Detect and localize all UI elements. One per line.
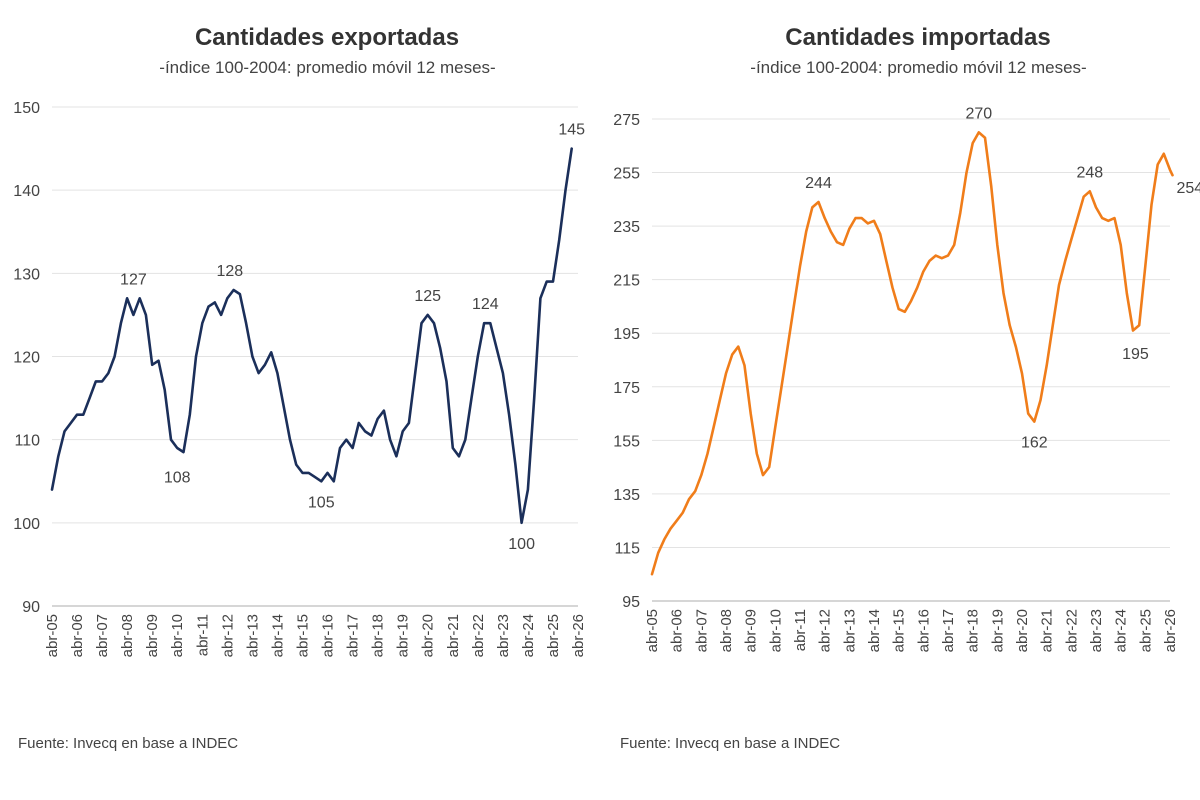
source-note: Fuente: Invecq en base a INDEC	[18, 735, 239, 752]
x-tick-label: abr-15	[294, 614, 311, 657]
x-tick-label: abr-13	[244, 614, 261, 657]
x-tick-label: abr-05	[44, 614, 61, 657]
x-tick-label: abr-13	[841, 609, 858, 652]
y-tick-label: 110	[14, 433, 40, 450]
x-tick-label: abr-26	[1162, 609, 1179, 652]
x-tick-label: abr-25	[1137, 609, 1154, 652]
y-tick-label: 90	[22, 599, 40, 616]
x-tick-label: abr-18	[965, 609, 982, 652]
x-tick-label: abr-16	[915, 609, 932, 652]
x-tick-label: abr-26	[570, 614, 587, 657]
y-tick-label: 175	[613, 380, 640, 397]
x-tick-label: abr-23	[495, 614, 512, 657]
data-label: 100	[508, 536, 535, 553]
series-line	[50, 147, 573, 525]
chart-panel-importadas: Cantidades importadas 95 115 135 155 175 195 21…	[600, 0, 1200, 800]
x-tick-label: abr-19	[989, 609, 1006, 652]
x-tick-label: abr-11	[194, 614, 211, 656]
data-label: 195	[1122, 346, 1149, 363]
x-tick-label: abr-10	[169, 614, 186, 657]
chart-title: Cantidades exportadas	[195, 24, 459, 51]
data-label: 128	[216, 263, 243, 280]
y-tick-label: 130	[13, 266, 40, 283]
x-tick-label: abr-22	[470, 614, 487, 657]
y-tick-label: 235	[613, 219, 640, 236]
chart-title: Cantidades importadas	[785, 24, 1050, 51]
chart-subtitle: -índice 100-2004: promedio móvil 12 mese…	[159, 58, 496, 77]
x-tick-label: abr-14	[866, 609, 883, 652]
y-tick-label: 115	[614, 540, 640, 557]
x-tick-label: abr-25	[545, 614, 562, 657]
y-tick-label: 255	[613, 166, 640, 183]
x-tick-label: abr-11	[792, 609, 809, 651]
data-label: 105	[308, 494, 335, 511]
x-tick-label: abr-09	[743, 609, 760, 652]
x-tick-label: abr-24	[520, 614, 537, 657]
y-tick-label: 120	[13, 350, 40, 367]
data-label: 124	[472, 296, 499, 313]
x-tick-label: abr-14	[269, 614, 286, 657]
y-tick-label: 100	[13, 516, 40, 533]
x-tick-label: abr-06	[69, 614, 86, 657]
x-tick-label: abr-08	[718, 609, 735, 652]
x-tick-label: abr-20	[420, 614, 437, 657]
x-tick-label: abr-19	[395, 614, 412, 657]
y-tick-label: 155	[613, 433, 640, 450]
data-label: 127	[120, 271, 147, 288]
y-tick-label: 195	[613, 326, 640, 343]
data-label: 108	[164, 469, 191, 486]
x-tick-label: abr-23	[1088, 609, 1105, 652]
y-tick-label: 275	[613, 112, 640, 129]
x-tick-label: abr-09	[144, 614, 161, 657]
y-tick-label: 140	[13, 183, 40, 200]
data-label: 125	[414, 288, 441, 305]
data-label: 244	[805, 175, 832, 192]
x-tick-label: abr-07	[94, 614, 111, 657]
x-tick-label: abr-12	[219, 614, 236, 657]
source-note: Fuente: Invecq en base a INDEC	[620, 735, 841, 752]
x-tick-label: abr-21	[1039, 609, 1056, 652]
y-tick-label: 150	[13, 100, 40, 117]
chart-importadas: Cantidades importadas 95 115 135 155 175 195 21…	[613, 24, 1200, 652]
y-tick-label: 135	[613, 487, 640, 504]
x-tick-label: abr-17	[345, 614, 362, 657]
data-label: 162	[1021, 435, 1048, 452]
x-tick-label: abr-10	[767, 609, 784, 652]
x-tick-label: abr-22	[1063, 609, 1080, 652]
y-tick-label: 95	[622, 594, 640, 611]
data-label: 248	[1076, 164, 1103, 181]
x-tick-label: abr-20	[1014, 609, 1031, 652]
x-tick-label: abr-05	[644, 609, 661, 652]
x-tick-label: abr-08	[119, 614, 136, 657]
x-tick-label: abr-07	[693, 609, 710, 652]
series-line	[650, 131, 1174, 576]
data-label: 270	[965, 105, 992, 122]
x-tick-label: abr-15	[891, 609, 908, 652]
chart-panel-exportadas: Cantidades exportadas 90 100 110 120 130 140 15…	[13, 24, 587, 752]
x-tick-label: abr-21	[445, 614, 462, 657]
data-label: 145	[558, 122, 585, 139]
data-label: 254	[1176, 180, 1200, 197]
x-tick-label: abr-18	[370, 614, 387, 657]
y-tick-label: 215	[613, 273, 640, 290]
chart-exportadas: Cantidades exportadas 90 100 110 120 130 140 15…	[13, 24, 587, 657]
x-tick-label: abr-06	[669, 609, 686, 652]
x-tick-label: abr-17	[940, 609, 957, 652]
x-tick-label: abr-12	[817, 609, 834, 652]
x-tick-label: abr-16	[320, 614, 337, 657]
x-tick-label: abr-24	[1113, 609, 1130, 652]
chart-subtitle: -índice 100-2004: promedio móvil 12 mese…	[750, 58, 1087, 77]
